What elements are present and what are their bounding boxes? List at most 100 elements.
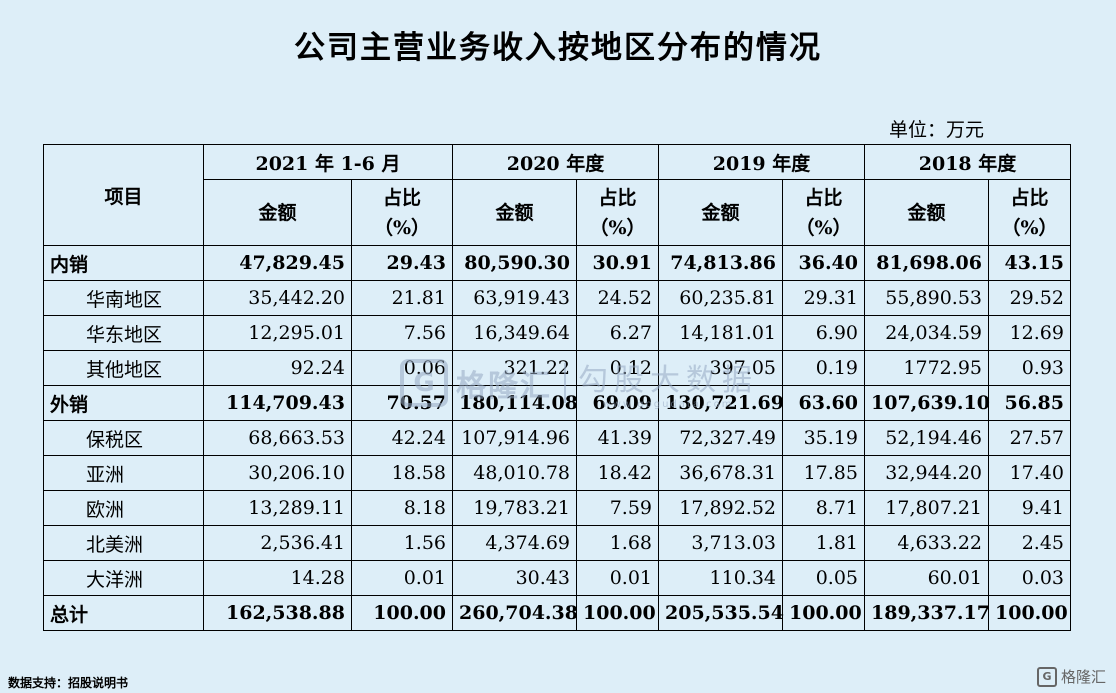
ratio-cell: 12.69 (988, 315, 1071, 351)
amount-cell: 30.43 (452, 560, 577, 596)
header-amount: 金额 (452, 179, 577, 246)
row-label: 华东地区 (43, 315, 204, 351)
ratio-cell: 29.52 (988, 280, 1071, 316)
amount-cell: 35,442.20 (203, 280, 352, 316)
table-row: 保税区 68,663.53 42.24 107,914.96 41.39 72,327.4… (43, 420, 1071, 456)
row-label: 外销 (43, 385, 204, 421)
amount-cell: 180,114.08 (452, 385, 578, 421)
table-row: 大洋洲 14.28 0.01 30.43 0.01 110.34 0.05 60.01 0.03 (43, 560, 1071, 596)
header-year: 2020 年度 (452, 144, 659, 180)
amount-cell: 397.05 (658, 350, 783, 386)
ratio-cell: 69.09 (576, 385, 659, 421)
table-row: 其他地区 92.24 0.06 321.22 0.12 397.05 0.19 1772.95… (43, 350, 1071, 386)
row-label: 北美洲 (43, 525, 204, 561)
amount-cell: 17,807.21 (864, 490, 989, 526)
ratio-cell: 29.43 (351, 245, 453, 281)
ratio-cell: 30.91 (576, 245, 659, 281)
table-row: 华东地区 12,295.01 7.56 16,349.64 6.27 14,181.01 6… (43, 315, 1071, 351)
amount-cell: 260,704.38 (452, 595, 578, 631)
header-ratio: 占比 （%） (988, 179, 1071, 246)
header-item: 项目 (43, 144, 204, 246)
row-label: 总计 (43, 595, 204, 631)
amount-cell: 36,678.31 (658, 455, 783, 491)
header-year: 2018 年度 (864, 144, 1071, 180)
header-ratio-line1: 占比 (804, 186, 843, 209)
amount-cell: 16,349.64 (452, 315, 577, 351)
amount-cell: 114,709.43 (203, 385, 352, 421)
amount-cell: 81,698.06 (864, 245, 989, 281)
ratio-cell: 1.56 (351, 525, 453, 561)
header-ratio-line2: （%） (1001, 216, 1058, 239)
header-ratio: 占比 （%） (576, 179, 659, 246)
amount-cell: 14.28 (203, 560, 352, 596)
header-ratio-line1: 占比 (1010, 186, 1049, 209)
amount-cell: 13,289.11 (203, 490, 352, 526)
row-label: 亚洲 (43, 455, 204, 491)
row-label: 内销 (43, 245, 204, 281)
header-amount: 金额 (658, 179, 783, 246)
amount-cell: 12,295.01 (203, 315, 352, 351)
header-amount: 金额 (203, 179, 352, 246)
amount-cell: 92.24 (203, 350, 352, 386)
ratio-cell: 70.57 (351, 385, 453, 421)
amount-cell: 47,829.45 (203, 245, 352, 281)
logo-icon: G (1036, 666, 1057, 687)
header-year: 2019 年度 (658, 144, 865, 180)
amount-cell: 2,536.41 (203, 525, 352, 561)
page-title: 公司主营业务收入按地区分布的情况 (294, 30, 822, 66)
amount-cell: 68,663.53 (203, 420, 352, 456)
ratio-cell: 1.68 (576, 525, 659, 561)
ratio-cell: 0.12 (576, 350, 659, 386)
ratio-cell: 6.90 (782, 315, 865, 351)
header-amount: 金额 (864, 179, 989, 246)
header-ratio-line2: （%） (373, 216, 431, 239)
row-label: 欧洲 (43, 490, 204, 526)
table-row: 总计 162,538.88 100.00 260,704.38 100.00 205,53… (43, 595, 1071, 631)
header-ratio-line1: 占比 (382, 186, 421, 209)
ratio-cell: 35.19 (782, 420, 865, 456)
amount-cell: 130,721.69 (658, 385, 784, 421)
row-label: 保税区 (43, 420, 204, 456)
amount-cell: 3,713.03 (658, 525, 783, 561)
revenue-by-region-table: 项目 2021 年 1-6 月 2020 年度 2019 年度 2018 年度 … (43, 144, 1071, 631)
ratio-cell: 2.45 (988, 525, 1071, 561)
amount-cell: 4,374.69 (452, 525, 577, 561)
ratio-cell: 21.81 (351, 280, 453, 316)
ratio-cell: 8.18 (351, 490, 453, 526)
amount-cell: 14,181.01 (658, 315, 783, 351)
ratio-cell: 0.03 (988, 560, 1071, 596)
row-label: 大洋洲 (43, 560, 204, 596)
ratio-cell: 0.05 (782, 560, 865, 596)
ratio-cell: 29.31 (782, 280, 865, 316)
ratio-cell: 42.24 (351, 420, 453, 456)
ratio-cell: 100.00 (351, 595, 453, 631)
ratio-cell: 0.06 (351, 350, 453, 386)
source-footer: 数据支持：招股说明书 (8, 676, 129, 690)
amount-cell: 60.01 (864, 560, 989, 596)
amount-cell: 60,235.81 (658, 280, 783, 316)
ratio-cell: 27.57 (988, 420, 1071, 456)
ratio-cell: 0.93 (988, 350, 1071, 386)
ratio-cell: 63.60 (782, 385, 865, 421)
ratio-cell: 7.59 (576, 490, 659, 526)
ratio-cell: 1.81 (782, 525, 865, 561)
ratio-cell: 0.01 (351, 560, 453, 596)
amount-cell: 107,639.10 (864, 385, 990, 421)
amount-cell: 110.34 (658, 560, 783, 596)
amount-cell: 80,590.30 (452, 245, 577, 281)
ratio-cell: 7.56 (351, 315, 453, 351)
header-year: 2021 年 1-6 月 (203, 144, 453, 180)
amount-cell: 189,337.17 (864, 595, 990, 631)
table-row: 华南地区 35,442.20 21.81 63,919.43 24.52 60,235.8… (43, 280, 1071, 316)
row-label: 华南地区 (43, 280, 204, 316)
amount-cell: 48,010.78 (452, 455, 577, 491)
ratio-cell: 0.19 (782, 350, 865, 386)
amount-cell: 63,919.43 (452, 280, 577, 316)
ratio-cell: 100.00 (988, 595, 1071, 631)
ratio-cell: 100.00 (576, 595, 659, 631)
amount-cell: 72,327.49 (658, 420, 783, 456)
header-ratio: 占比 （%） (351, 179, 453, 246)
ratio-cell: 36.40 (782, 245, 865, 281)
ratio-cell: 9.41 (988, 490, 1071, 526)
amount-cell: 52,194.46 (864, 420, 989, 456)
